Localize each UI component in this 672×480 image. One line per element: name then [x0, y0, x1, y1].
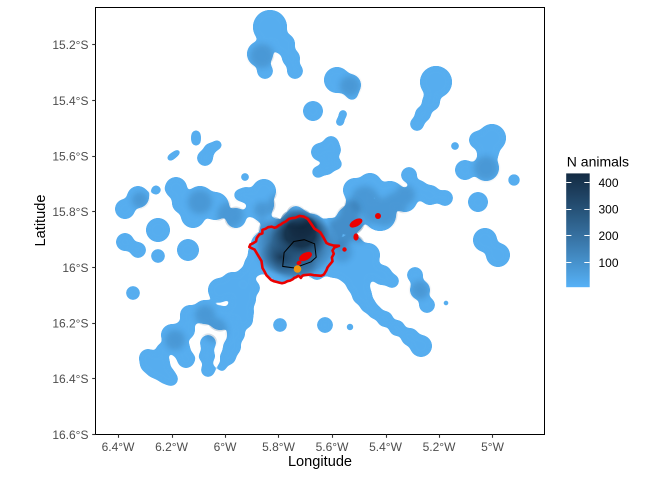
svg-text:16.6°S: 16.6°S: [52, 428, 88, 442]
svg-text:15.8°S: 15.8°S: [52, 205, 88, 219]
svg-text:5°W: 5°W: [481, 440, 504, 454]
svg-text:5.8°W: 5.8°W: [262, 440, 295, 454]
svg-text:N animals: N animals: [567, 154, 629, 170]
svg-text:6°W: 6°W: [214, 440, 237, 454]
svg-text:15.6°S: 15.6°S: [52, 150, 88, 164]
svg-text:15.4°S: 15.4°S: [52, 94, 88, 108]
svg-text:5.6°W: 5.6°W: [316, 440, 349, 454]
svg-text:400: 400: [599, 176, 619, 190]
svg-text:16.2°S: 16.2°S: [52, 316, 88, 330]
svg-text:Latitude: Latitude: [33, 195, 49, 247]
svg-text:Longitude: Longitude: [288, 454, 352, 470]
svg-text:5.4°W: 5.4°W: [369, 440, 402, 454]
svg-text:6.4°W: 6.4°W: [102, 440, 135, 454]
svg-text:100: 100: [599, 256, 619, 270]
svg-text:15.2°S: 15.2°S: [52, 38, 88, 52]
svg-text:16°S: 16°S: [62, 261, 88, 275]
svg-text:200: 200: [599, 229, 619, 243]
svg-text:5.2°W: 5.2°W: [423, 440, 456, 454]
svg-text:16.4°S: 16.4°S: [52, 372, 88, 386]
svg-text:300: 300: [599, 203, 619, 217]
svg-text:6.2°W: 6.2°W: [155, 440, 188, 454]
